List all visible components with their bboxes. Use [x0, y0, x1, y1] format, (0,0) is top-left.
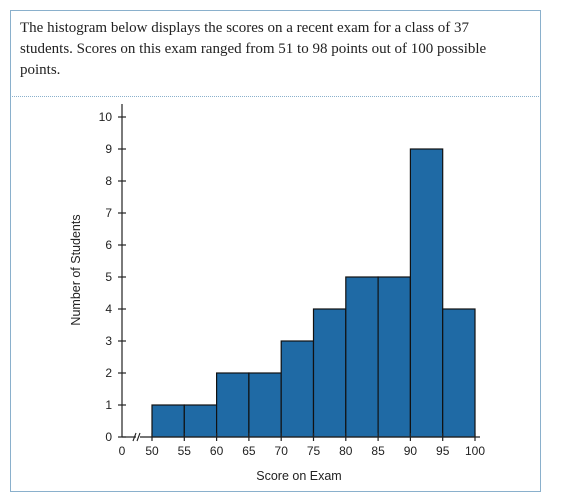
x-tick-label: 75 — [307, 444, 321, 458]
histogram-bar — [248, 372, 282, 438]
question-panel — [10, 10, 541, 492]
y-tick-label: 10 — [99, 110, 113, 124]
x-tick-label: 0 — [119, 444, 126, 458]
histogram-bar — [151, 404, 185, 438]
y-tick-label: 3 — [105, 334, 112, 348]
x-tick-label: 50 — [145, 444, 159, 458]
histogram-bar — [216, 372, 250, 438]
x-tick-label: 65 — [242, 444, 256, 458]
chart-axes — [118, 104, 480, 442]
y-tick-label: 8 — [105, 174, 112, 188]
x-tick-label: 85 — [371, 444, 385, 458]
y-tick-label: 5 — [105, 270, 112, 284]
histogram-bar — [280, 340, 315, 438]
y-tick-label: 4 — [105, 302, 112, 316]
y-tick-label: 9 — [105, 142, 112, 156]
histogram-bar — [183, 404, 218, 438]
y-tick-label: 2 — [105, 366, 112, 380]
y-tick-label: 0 — [105, 430, 112, 444]
intro-text: The histogram below displays the scores … — [20, 20, 487, 78]
x-tick-label: 90 — [404, 444, 418, 458]
y-tick-labels: 0 1 2 3 4 5 6 7 8 9 10 — [99, 110, 113, 444]
histogram-bar — [345, 276, 379, 438]
x-axis-break-mark — [132, 432, 141, 442]
histogram-bar — [409, 148, 444, 438]
y-tick-label: 1 — [105, 398, 112, 412]
x-tick-label: 95 — [436, 444, 450, 458]
y-axis-title: Number of Students — [69, 214, 83, 325]
y-tick-label: 6 — [105, 238, 112, 252]
histogram-bars — [151, 148, 476, 438]
x-tick-labels: 0 50 55 60 65 70 75 80 85 90 95 100 — [119, 444, 486, 458]
histogram-bar — [377, 276, 412, 438]
x-tick-label: 100 — [465, 444, 485, 458]
x-tick-label: 60 — [210, 444, 224, 458]
histogram-bar — [442, 308, 476, 438]
x-axis-title: Score on Exam — [256, 469, 341, 483]
panel-divider — [10, 96, 541, 97]
histogram-bar — [312, 308, 347, 438]
y-tick-label: 7 — [105, 206, 112, 220]
x-tick-label: 55 — [178, 444, 192, 458]
x-tick-label: 80 — [339, 444, 353, 458]
x-tick-label: 70 — [275, 444, 289, 458]
